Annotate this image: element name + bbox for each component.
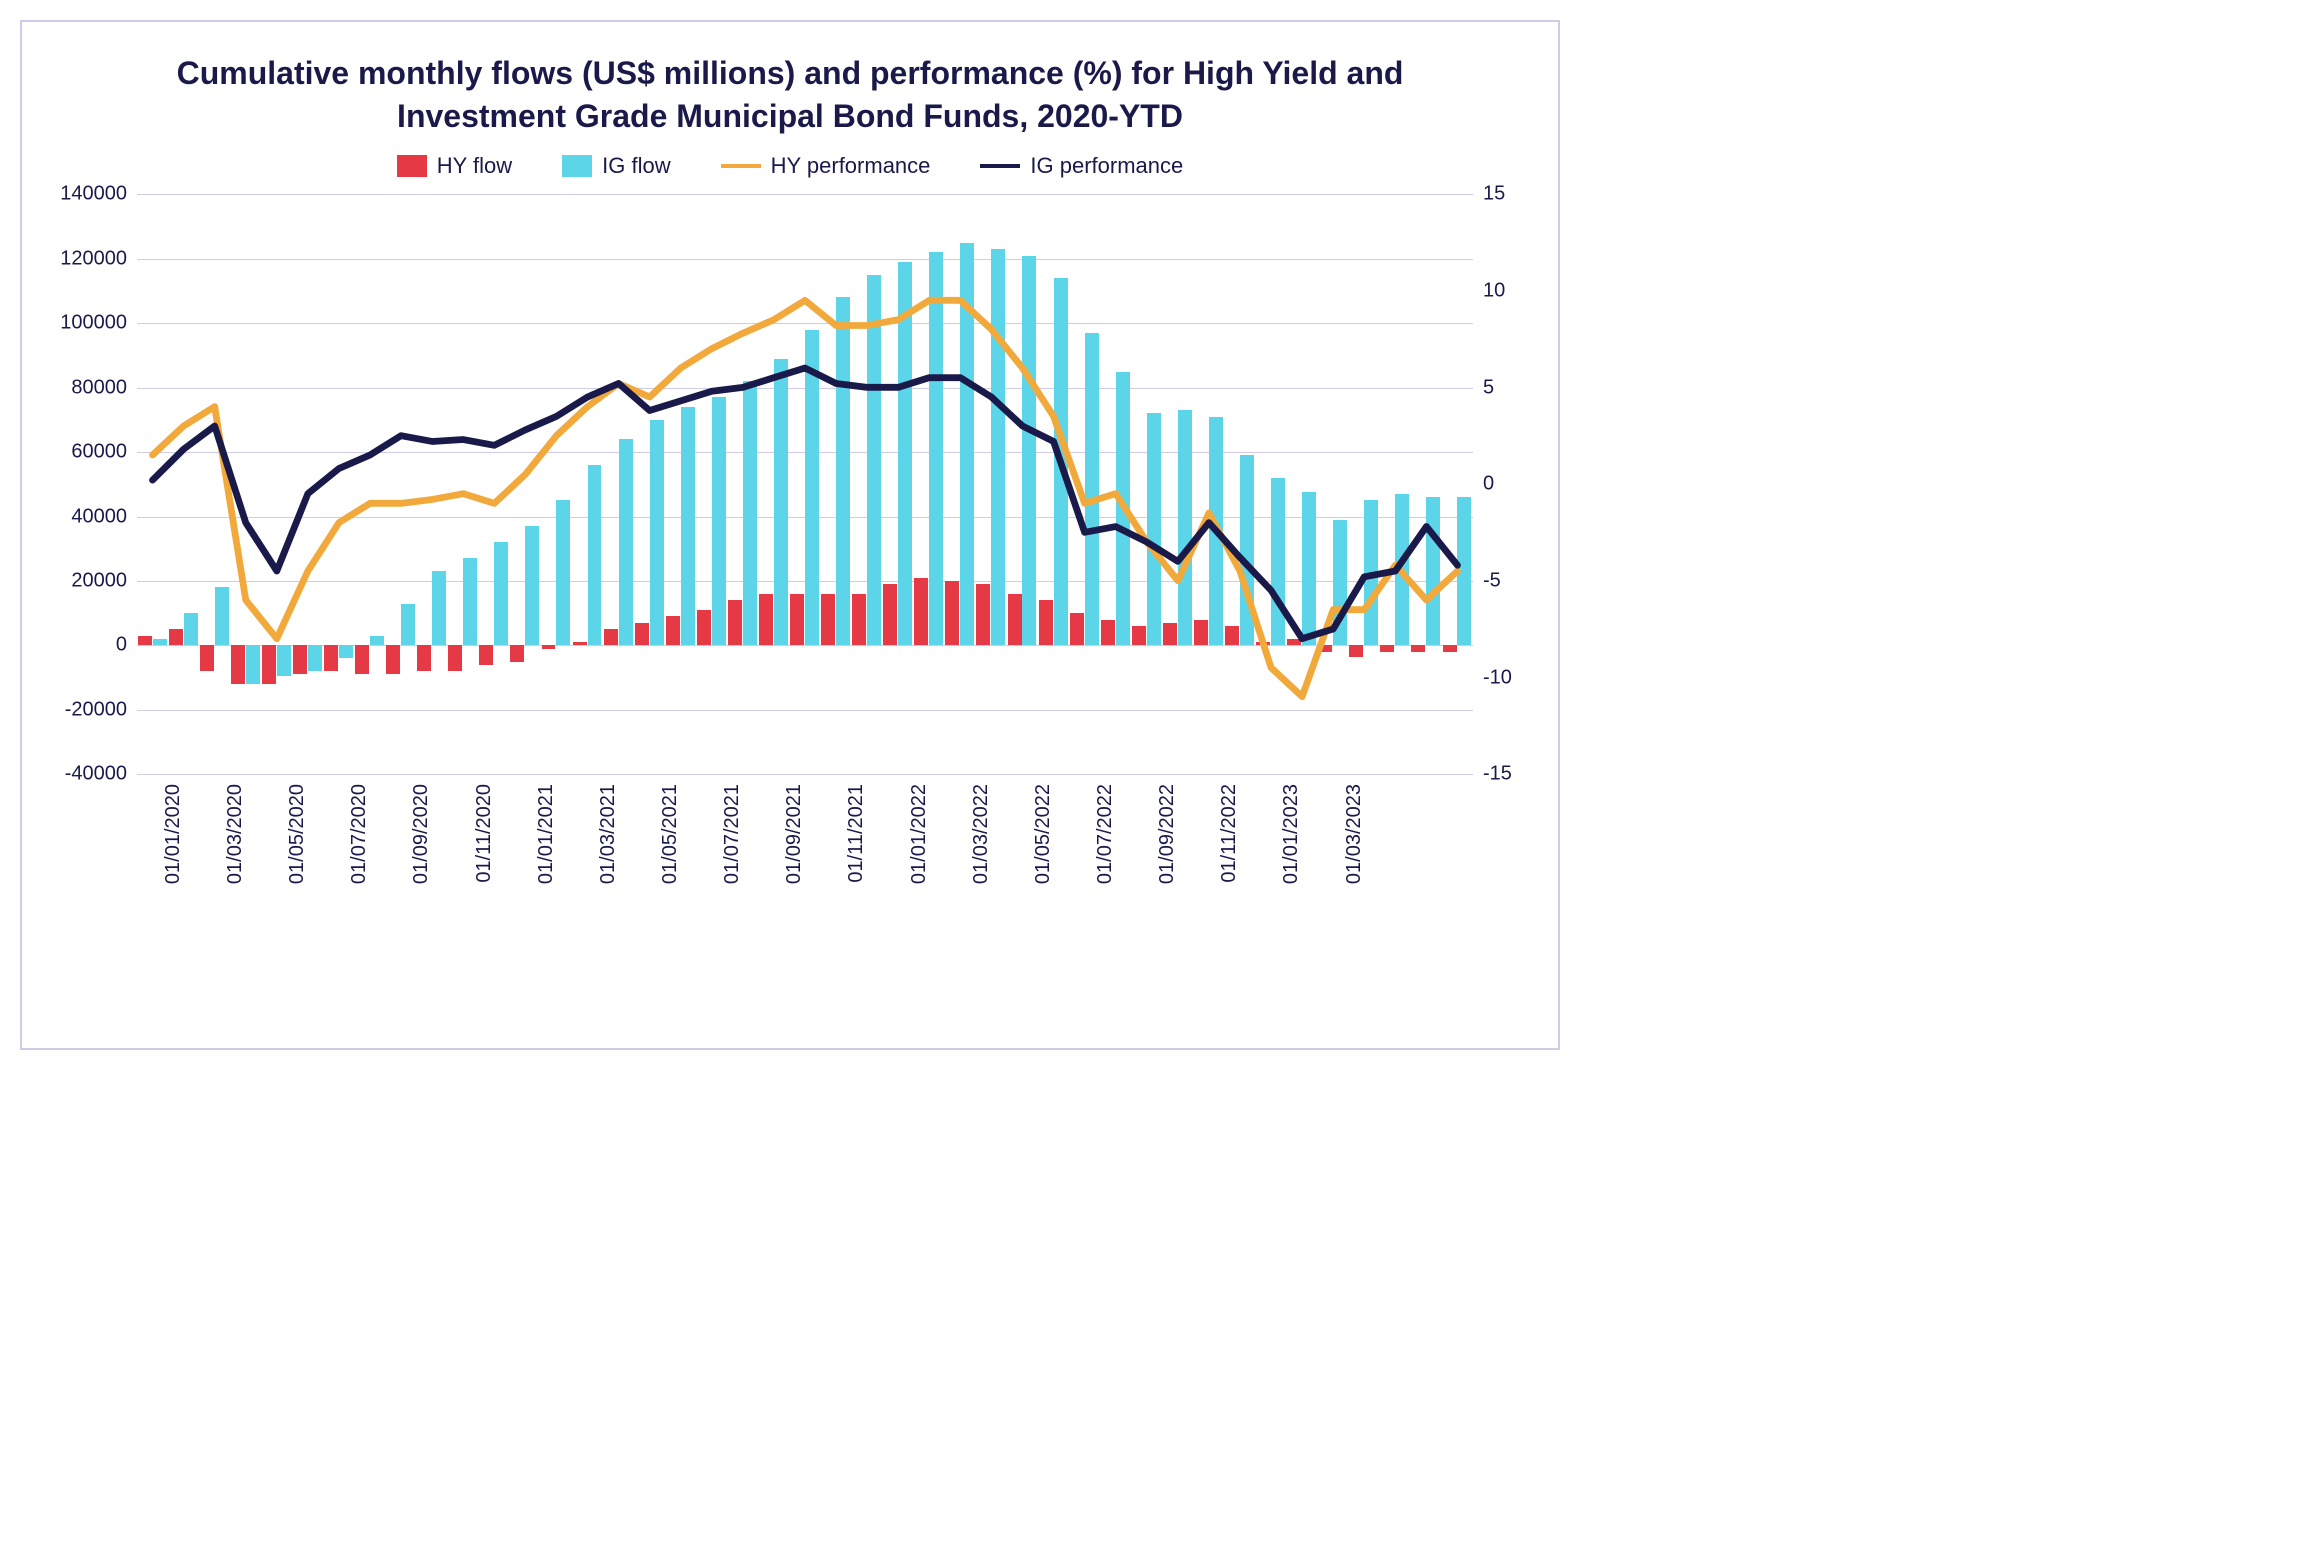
legend-label-ig-perf: IG performance — [1030, 153, 1183, 179]
legend-item-hy-flow: HY flow — [397, 153, 512, 179]
legend-swatch-ig-flow — [562, 155, 592, 177]
legend-label-ig-flow: IG flow — [602, 153, 670, 179]
x-tick-label: 01/03/2021 — [597, 784, 620, 884]
x-tick-label: 01/01/2021 — [535, 784, 558, 884]
x-tick-label: 01/11/2021 — [845, 784, 868, 883]
line-hy-performance — [153, 301, 1458, 697]
legend-swatch-hy-perf — [721, 164, 761, 168]
legend-swatch-ig-perf — [980, 164, 1020, 168]
y-right-tick: 10 — [1483, 280, 1505, 303]
y-left-tick: 80000 — [71, 376, 127, 399]
legend-item-ig-flow: IG flow — [562, 153, 670, 179]
y-right-tick: -10 — [1483, 666, 1512, 689]
x-tick-label: 01/01/2023 — [1280, 784, 1303, 884]
x-tick-label: 01/11/2022 — [1218, 784, 1241, 883]
x-tick-label: 01/07/2020 — [348, 784, 371, 884]
y-right-tick: 5 — [1483, 376, 1494, 399]
x-tick-label: 01/05/2020 — [286, 784, 309, 884]
x-tick-label: 01/03/2023 — [1343, 784, 1366, 884]
y-left-tick: 60000 — [71, 441, 127, 464]
legend-label-hy-perf: HY performance — [771, 153, 931, 179]
y-left-tick: 100000 — [60, 312, 127, 335]
x-tick-label: 01/05/2022 — [1032, 784, 1055, 884]
y-axis-right: -15-10-5051015 — [1478, 194, 1528, 774]
x-tick-label: 01/05/2021 — [659, 784, 682, 884]
chart-container: Cumulative monthly flows (US$ millions) … — [20, 20, 1560, 1050]
x-tick-label: 01/07/2021 — [721, 784, 744, 884]
y-left-tick: 20000 — [71, 570, 127, 593]
x-tick-label: 01/09/2022 — [1156, 784, 1179, 884]
legend-label-hy-flow: HY flow — [437, 153, 512, 179]
x-tick-label: 01/11/2020 — [473, 784, 496, 883]
line-ig-performance — [153, 368, 1458, 639]
y-left-tick: 0 — [116, 634, 127, 657]
x-tick-label: 01/09/2020 — [410, 784, 433, 884]
y-axis-left: -40000-200000200004000060000800001000001… — [52, 194, 132, 774]
plot-wrap: -40000-200000200004000060000800001000001… — [137, 194, 1473, 774]
legend: HY flow IG flow HY performance IG perfor… — [52, 153, 1528, 179]
x-tick-label: 01/09/2021 — [783, 784, 806, 884]
legend-item-hy-perf: HY performance — [721, 153, 931, 179]
y-left-tick: -20000 — [65, 698, 127, 721]
plot-area — [137, 194, 1473, 774]
y-right-tick: -15 — [1483, 763, 1512, 786]
y-left-tick: 140000 — [60, 183, 127, 206]
x-axis: 01/01/2020 01/03/2020 01/05/2020 01/07/2020… — [137, 774, 1473, 944]
chart-title: Cumulative monthly flows (US$ millions) … — [92, 52, 1488, 138]
y-right-tick: -5 — [1483, 570, 1501, 593]
y-left-tick: 120000 — [60, 247, 127, 270]
x-tick-label: 01/03/2020 — [224, 784, 247, 884]
x-tick-label: 01/01/2020 — [162, 784, 185, 884]
legend-item-ig-perf: IG performance — [980, 153, 1183, 179]
y-left-tick: 40000 — [71, 505, 127, 528]
y-right-tick: 15 — [1483, 183, 1505, 206]
legend-swatch-hy-flow — [397, 155, 427, 177]
x-tick-label: 01/01/2022 — [908, 784, 931, 884]
x-tick-label: 01/03/2022 — [970, 784, 993, 884]
y-right-tick: 0 — [1483, 473, 1494, 496]
x-tick-label: 01/07/2022 — [1094, 784, 1117, 884]
lines-layer — [137, 194, 1473, 774]
y-left-tick: -40000 — [65, 763, 127, 786]
